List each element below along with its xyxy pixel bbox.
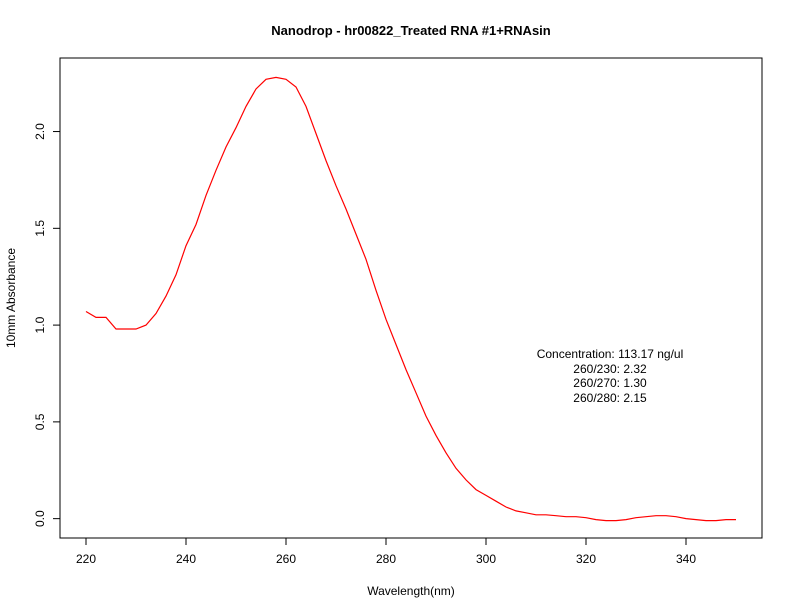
x-tick-label: 240: [176, 552, 196, 566]
y-axis: 0.0 0.5 1.0 1.5 2.0: [33, 123, 60, 527]
absorbance-line: [85, 76, 736, 522]
chart-title: Nanodrop - hr00822_Treated RNA #1+RNAsin: [271, 23, 551, 38]
annotation-260-280: 260/280: 2.15: [573, 391, 647, 405]
y-tick-label: 0.0: [33, 510, 47, 527]
x-tick-label: 300: [476, 552, 496, 566]
y-tick-label: 0.5: [33, 413, 47, 430]
plot-frame: [59, 57, 763, 539]
annotation-260-270: 260/270: 1.30: [573, 376, 647, 390]
x-axis: 220 240 260 280 300 320 340: [76, 538, 696, 566]
y-tick-label: 1.0: [33, 316, 47, 333]
x-tick-label: 280: [376, 552, 396, 566]
x-tick-label: 320: [576, 552, 596, 566]
y-tick-label: 1.5: [33, 220, 47, 237]
x-axis-label: Wavelength(nm): [367, 584, 455, 598]
annotation-concentration: Concentration: 113.17 ng/ul: [537, 347, 684, 361]
x-tick-label: 220: [76, 552, 96, 566]
x-tick-label: 340: [676, 552, 696, 566]
y-axis-label: 10mm Absorbance: [4, 248, 18, 348]
y-tick-label: 2.0: [33, 123, 47, 140]
annotation-block: Concentration: 113.17 ng/ul 260/230: 2.3…: [537, 347, 684, 405]
x-tick-label: 260: [276, 552, 296, 566]
annotation-260-230: 260/230: 2.32: [573, 362, 647, 376]
